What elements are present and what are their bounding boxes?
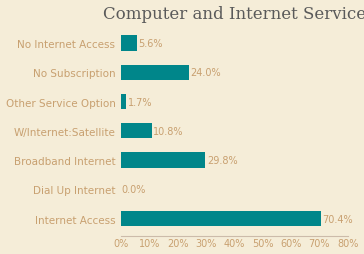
Text: 5.6%: 5.6%: [139, 39, 163, 49]
Bar: [121, 36, 137, 51]
Text: 24.0%: 24.0%: [191, 68, 221, 78]
Text: 0.0%: 0.0%: [122, 185, 146, 195]
Bar: [121, 124, 151, 139]
Bar: [121, 211, 321, 226]
Text: 1.7%: 1.7%: [127, 97, 152, 107]
Text: 29.8%: 29.8%: [207, 155, 238, 165]
Text: 10.8%: 10.8%: [153, 126, 184, 136]
Text: 70.4%: 70.4%: [322, 214, 353, 224]
Bar: [121, 66, 189, 81]
Bar: [121, 94, 126, 110]
Bar: [121, 153, 205, 168]
Title: Computer and Internet Service: Computer and Internet Service: [103, 6, 364, 22]
